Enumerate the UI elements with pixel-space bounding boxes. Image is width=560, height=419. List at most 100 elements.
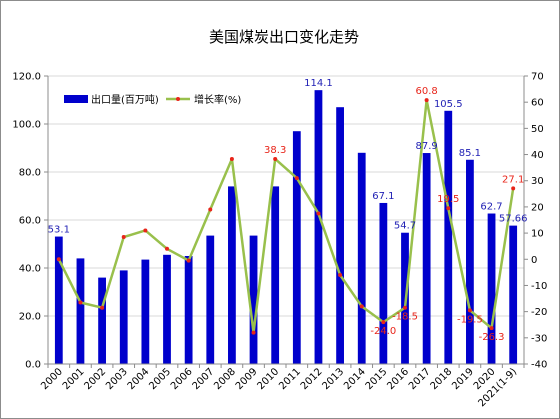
bar-value-label: 114.1 [304, 78, 333, 89]
x-tick-label: 2001 [61, 366, 87, 392]
bar [466, 159, 474, 364]
line-point [251, 330, 256, 335]
growth-rate-line [57, 98, 515, 334]
x-tick-label: 2007 [191, 366, 217, 392]
x-tick-label: 2000 [39, 366, 65, 392]
line-point [273, 156, 278, 161]
bar [314, 90, 323, 364]
bar [54, 236, 63, 364]
rate-value-label: 27.1 [502, 174, 524, 185]
line-point [100, 305, 105, 310]
x-tick-label: 2017 [407, 366, 433, 392]
legend: 出口量(百万吨) 增长率(%) [64, 93, 241, 106]
y2-tick-label: 10 [531, 229, 544, 240]
rate-value-label: -26.3 [479, 332, 505, 343]
bar-value-label: 85.1 [459, 148, 481, 159]
legend-line-label: 增长率(%) [194, 93, 241, 106]
bar [119, 270, 128, 364]
data-labels: 53.1 114.1 67.1 54.7 87.9 105.5 85.1 62.757.66 3… [48, 78, 528, 343]
x-tick-label: 2010 [256, 366, 282, 392]
line-point [467, 308, 472, 313]
rate-value-label: 60.8 [416, 86, 438, 97]
bar [487, 213, 496, 364]
y-tick-label: 0.0 [25, 360, 41, 371]
rate-value-label: -24.0 [370, 326, 396, 337]
legend-line-marker [176, 97, 180, 101]
bar [336, 107, 344, 364]
bar [206, 235, 215, 364]
y-tick-label: 60.0 [19, 216, 41, 227]
x-tick-label: 2005 [147, 366, 173, 392]
line-point [165, 246, 169, 251]
bar [292, 131, 301, 364]
line-point [359, 304, 364, 309]
bar [163, 254, 171, 364]
y2-tick-label: -10 [531, 281, 547, 292]
y-tick-label: 40.0 [19, 264, 41, 275]
line-point [446, 206, 451, 211]
y-tick-label: 120.0 [12, 72, 41, 83]
y-tick-label: 20.0 [19, 312, 41, 323]
bar-value-label: 53.1 [48, 225, 70, 236]
bar [249, 235, 258, 364]
y-tick-label: 80.0 [19, 168, 41, 179]
line-point [78, 300, 83, 305]
x-tick-label: 2013 [320, 366, 346, 392]
line-point [381, 320, 386, 325]
bar [98, 277, 106, 364]
line-point [186, 258, 191, 263]
bar [141, 259, 150, 364]
line-point [316, 211, 321, 216]
y2-tick-label: 30 [531, 176, 544, 187]
x-tick-label: 2002 [82, 366, 108, 392]
bar [444, 110, 453, 364]
x-tick-label: 2009 [234, 366, 260, 392]
rate-value-label: 19.5 [437, 194, 459, 205]
y2-tick-label: 40 [531, 150, 544, 161]
bar-series [54, 90, 518, 364]
line-point [489, 326, 494, 331]
legend-bar-label: 出口量(百万吨) [91, 93, 159, 106]
x-tick-label: 2004 [126, 366, 152, 392]
bar [228, 186, 236, 364]
bar-value-label: 62.7 [480, 202, 502, 213]
y2-tick-label: 50 [531, 124, 544, 135]
line-point [208, 207, 213, 212]
x-tick-label: 2016 [385, 366, 411, 392]
y2-tick-label: 20 [531, 202, 544, 213]
x-tick-label: 2003 [104, 366, 130, 392]
bar [357, 152, 366, 364]
y2-tick-label: -20 [531, 307, 547, 318]
chart-title: 美国煤炭出口变化走势 [209, 28, 359, 46]
line-series [56, 98, 516, 335]
bar-value-label: 105.5 [434, 99, 463, 110]
y2-tick-label: 60 [531, 98, 544, 109]
rate-value-label: -19.5 [457, 314, 483, 325]
x-tick-label: 2015 [364, 366, 390, 392]
x-tick-label: 2019 [450, 366, 476, 392]
rate-value-label: 38.3 [264, 145, 286, 156]
bar [509, 225, 518, 364]
bar [271, 186, 280, 364]
bar-value-label: 57.66 [499, 214, 528, 225]
y2-tick-label: 0 [531, 255, 537, 266]
bar [422, 153, 431, 364]
y2-tick-label: -40 [531, 360, 547, 371]
line-point [338, 272, 343, 277]
x-tick-label: 2008 [212, 366, 238, 392]
bar [379, 202, 388, 364]
line-point [511, 186, 516, 191]
x-tick-label: 2011 [277, 366, 303, 392]
legend-bar-swatch [64, 95, 88, 103]
x-tick-label: 2012 [299, 366, 325, 392]
y-tick-label: 100.0 [12, 120, 41, 131]
bar [76, 258, 85, 364]
line-point [403, 305, 407, 310]
bar-value-label: 87.9 [416, 141, 438, 152]
line-point [56, 257, 61, 262]
x-tick-label: 2006 [169, 366, 195, 392]
line-point [121, 235, 126, 240]
bar [184, 256, 193, 364]
bar-value-label: 54.7 [394, 221, 416, 232]
